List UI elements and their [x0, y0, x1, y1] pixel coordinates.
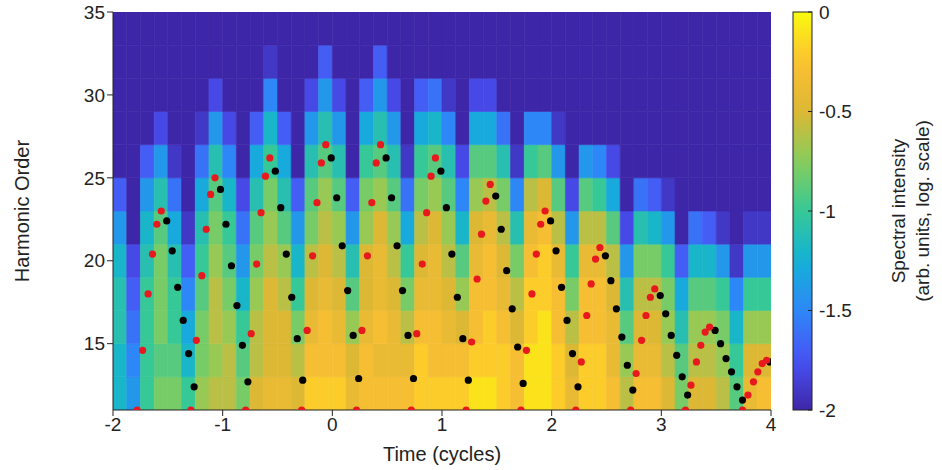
svg-text:-0.5: -0.5	[819, 101, 852, 122]
svg-text:2: 2	[546, 414, 557, 435]
svg-text:20: 20	[84, 250, 105, 271]
html-text:Time (cycles): Time (cycles)	[382, 443, 502, 465]
svg-text:(arb. units, log. scale): (arb. units, log. scale)	[912, 120, 933, 302]
svg-text:15: 15	[84, 333, 105, 354]
svg-text:30: 30	[84, 85, 105, 106]
svg-text:3: 3	[656, 414, 667, 435]
html-text:Harmonic Order: Harmonic Order	[11, 139, 33, 283]
svg-text:25: 25	[84, 168, 105, 189]
svg-text:0: 0	[327, 414, 338, 435]
svg-text:35: 35	[84, 2, 105, 23]
svg-text:-1.5: -1.5	[819, 300, 852, 321]
svg-text:-1: -1	[819, 201, 836, 222]
svg-text:1: 1	[437, 414, 448, 435]
svg-text:0: 0	[819, 2, 830, 23]
svg-text:-1: -1	[214, 414, 231, 435]
svg-text:-2: -2	[819, 400, 836, 421]
svg-text:-2: -2	[105, 414, 122, 435]
svg-text:Spectral intensity: Spectral intensity	[888, 138, 909, 283]
svg-text:4: 4	[766, 414, 777, 435]
